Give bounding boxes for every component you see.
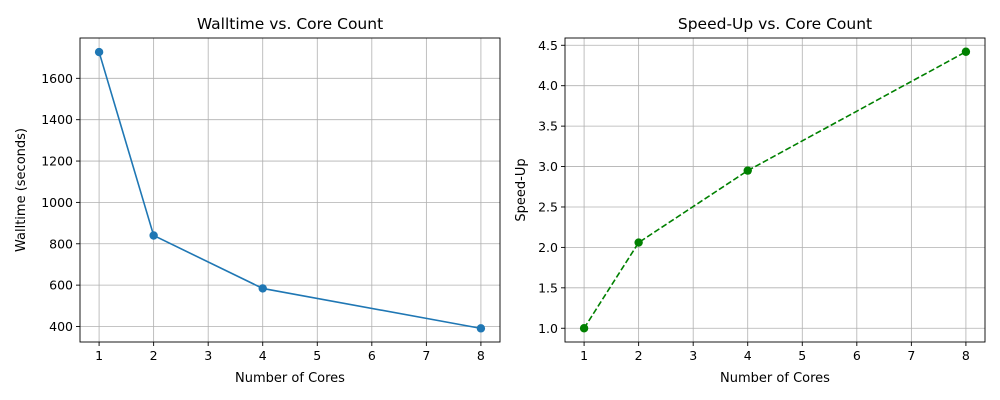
speedup-chart-title: Speed-Up vs. Core Count — [678, 15, 872, 33]
walltime-y-tick-label: 800 — [49, 236, 73, 251]
speedup-series-line — [583, 51, 967, 329]
walltime-x-tick-label: 7 — [422, 348, 430, 363]
speedup-x-tick-label: 7 — [907, 348, 915, 363]
walltime-y-tick-label: 1600 — [41, 71, 73, 86]
speedup-x-tick-label: 1 — [580, 348, 588, 363]
walltime-chart-ylabel: Walltime (seconds) — [14, 128, 29, 252]
walltime-x-tick-label: 5 — [313, 348, 321, 363]
walltime-data-point — [258, 284, 267, 293]
speedup-x-tick-label: 2 — [635, 348, 643, 363]
walltime-x-tick-label: 3 — [204, 348, 212, 363]
speedup-y-tick-label: 4.0 — [538, 78, 558, 93]
walltime-y-tick-label: 1000 — [41, 195, 73, 210]
speedup-x-tick-label: 3 — [689, 348, 697, 363]
speedup-data-point — [579, 324, 589, 333]
walltime-data-point — [149, 231, 158, 240]
speedup-x-tick-label: 8 — [962, 348, 970, 363]
walltime-y-tick-label: 400 — [49, 319, 73, 334]
speedup-x-tick-label: 6 — [853, 348, 861, 363]
walltime-x-tick-label: 4 — [259, 348, 267, 363]
walltime-y-tick-label: 1200 — [41, 154, 73, 169]
walltime-y-tick-label: 1400 — [41, 112, 73, 127]
speedup-chart-ylabel: Speed-Up — [514, 158, 529, 221]
speedup-data-point — [961, 47, 971, 56]
speedup-x-tick-label: 5 — [798, 348, 806, 363]
walltime-chart-xlabel: Number of Cores — [235, 371, 345, 386]
walltime-y-tick-label: 600 — [49, 278, 73, 293]
speedup-y-tick-label: 4.5 — [538, 38, 558, 53]
walltime-x-tick-label: 2 — [150, 348, 158, 363]
speedup-chart-xlabel: Number of Cores — [720, 371, 830, 386]
speedup-y-tick-label: 3.5 — [538, 119, 558, 134]
speedup-y-tick-label: 1.5 — [538, 280, 558, 295]
speedup-data-point — [743, 166, 752, 175]
speedup-y-tick-label: 2.0 — [538, 240, 558, 255]
speedup-x-tick-label: 4 — [744, 348, 752, 363]
walltime-axes-frame — [79, 37, 501, 343]
walltime-x-tick-label: 6 — [368, 348, 376, 363]
speedup-y-tick-label: 2.5 — [538, 199, 558, 214]
walltime-chart: Walltime vs. Core Count Number of Cores … — [14, 15, 501, 386]
walltime-x-tick-label: 8 — [477, 348, 485, 363]
walltime-x-tick-label: 1 — [95, 348, 103, 363]
walltime-series-line — [98, 51, 482, 330]
speedup-y-tick-label: 3.0 — [538, 159, 558, 174]
walltime-chart-title: Walltime vs. Core Count — [197, 15, 383, 33]
speedup-y-tick-label: 1.0 — [538, 321, 558, 336]
walltime-data-point — [476, 324, 486, 333]
speedup-axes-frame — [564, 37, 986, 343]
speedup-data-point — [634, 238, 643, 247]
walltime-data-point — [94, 47, 104, 57]
speedup-chart: Speed-Up vs. Core Count Number of Cores … — [514, 15, 986, 386]
